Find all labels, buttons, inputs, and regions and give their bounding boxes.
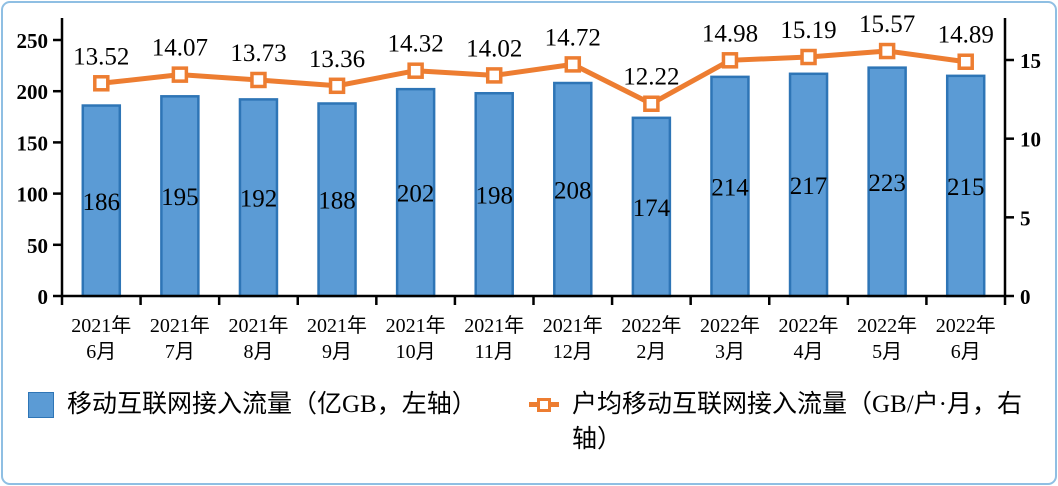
line-value-label: 15.19	[780, 17, 836, 44]
bar-value-label: 174	[633, 195, 671, 222]
right-axis-tick-label: 15	[1020, 49, 1041, 73]
x-axis-label-year: 2021年	[150, 314, 210, 337]
left-axis-tick-label: 150	[17, 131, 49, 155]
line-value-label: 13.52	[73, 43, 129, 70]
right-axis-tick-label: 0	[1020, 285, 1031, 309]
line-value-label: 15.57	[859, 11, 915, 38]
x-axis-label-year: 2022年	[621, 314, 681, 337]
bar-value-label: 223	[868, 170, 906, 197]
x-axis-label-year: 2021年	[386, 314, 446, 337]
x-axis-label-year: 2021年	[228, 314, 288, 337]
right-axis-tick-label: 10	[1020, 128, 1041, 152]
x-axis-label-year: 2021年	[71, 314, 131, 337]
x-axis-label-year: 2022年	[857, 314, 917, 337]
x-axis-label-month: 8月	[243, 341, 273, 363]
line-value-label: 14.98	[702, 20, 758, 47]
x-axis-label-month: 6月	[951, 341, 981, 363]
x-axis-label-month: 11月	[475, 341, 514, 363]
line-value-label: 13.73	[230, 40, 286, 67]
bar	[317, 102, 357, 298]
line-point-marker	[721, 52, 739, 69]
bar-value-label: 195	[161, 184, 199, 211]
x-axis-label-month: 6月	[86, 341, 116, 363]
x-axis-label-year: 2022年	[936, 314, 996, 337]
line-value-label: 14.89	[938, 22, 994, 49]
left-axis-tick-label: 200	[17, 80, 49, 104]
bar-value-label: 198	[475, 183, 513, 210]
bar	[788, 72, 829, 298]
bar	[945, 74, 986, 298]
x-axis-label-year: 2021年	[464, 314, 524, 337]
x-axis-label-month: 7月	[165, 341, 195, 363]
line-point-marker	[485, 67, 503, 84]
x-axis-label-year: 2021年	[307, 314, 367, 337]
line-value-label: 13.36	[309, 46, 365, 73]
legend-item-bar-series: 移动互联网接入流量（亿GB，左轴）	[28, 387, 477, 422]
left-axis-tick-label: 250	[17, 29, 49, 53]
x-axis-label-month: 4月	[794, 341, 824, 363]
bar-value-label: 188	[318, 188, 356, 215]
bar-series-swatch-icon	[28, 392, 54, 418]
line-point-marker	[407, 62, 424, 79]
bar	[474, 91, 514, 298]
legend-bar-series-label: 移动互联网接入流量（亿GB，左轴）	[67, 391, 477, 418]
bar	[867, 66, 907, 298]
x-axis-label-month: 10月	[396, 341, 436, 363]
bar-value-label: 214	[711, 174, 749, 201]
line-point-marker	[250, 71, 267, 89]
line-series	[98, 48, 969, 107]
left-axis-tick-label: 100	[17, 183, 49, 207]
right-axis-tick-label: 5	[1020, 206, 1031, 230]
x-axis-label-year: 2021年	[543, 314, 603, 337]
x-axis-label-month: 5月	[872, 341, 902, 363]
left-axis-tick-label: 50	[27, 234, 48, 258]
line-point-marker	[800, 48, 817, 66]
line-point-marker	[564, 56, 582, 73]
x-axis-label-year: 2022年	[779, 314, 839, 337]
line-series-marker-icon	[529, 389, 559, 419]
legend-item-line-series: 户均移动互联网接入流量（GB/户·月，右轴）	[529, 387, 1034, 457]
line-point-marker	[643, 95, 660, 112]
bar-value-label: 192	[240, 186, 278, 213]
line-point-marker	[93, 75, 110, 92]
line-value-label: 14.02	[466, 35, 522, 62]
x-axis-label-month: 2月	[636, 341, 666, 363]
bar-value-label: 217	[790, 173, 828, 200]
line-point-marker	[328, 77, 346, 95]
line-point-marker	[878, 42, 896, 60]
x-axis-label-month: 3月	[715, 341, 745, 363]
line-value-label: 14.07	[152, 35, 208, 62]
line-value-label: 14.32	[388, 31, 444, 58]
x-axis-label-month: 12月	[553, 341, 593, 363]
chart-canvas: 0 50 100 150 200 250 0 5 10 15 2021年 6月 2021年 7月 2021年…	[17, 11, 1042, 363]
bar-value-label: 208	[554, 178, 592, 205]
x-axis-label-year: 2022年	[700, 314, 760, 337]
left-axis-tick-label: 0	[38, 285, 49, 309]
bar-value-label: 215	[947, 174, 985, 201]
bar-value-label: 186	[83, 189, 121, 216]
line-value-label: 12.22	[623, 64, 679, 91]
legend-line-series-label: 户均移动互联网接入流量（GB/户·月，右轴）	[572, 391, 1023, 453]
bar	[631, 116, 672, 298]
line-point-marker	[957, 53, 974, 70]
line-point-marker	[171, 66, 189, 83]
line-swatch-square	[537, 398, 551, 412]
bar-value-label: 202	[397, 181, 435, 208]
x-axis-label-month: 9月	[322, 341, 352, 363]
line-value-label: 14.72	[545, 24, 601, 51]
